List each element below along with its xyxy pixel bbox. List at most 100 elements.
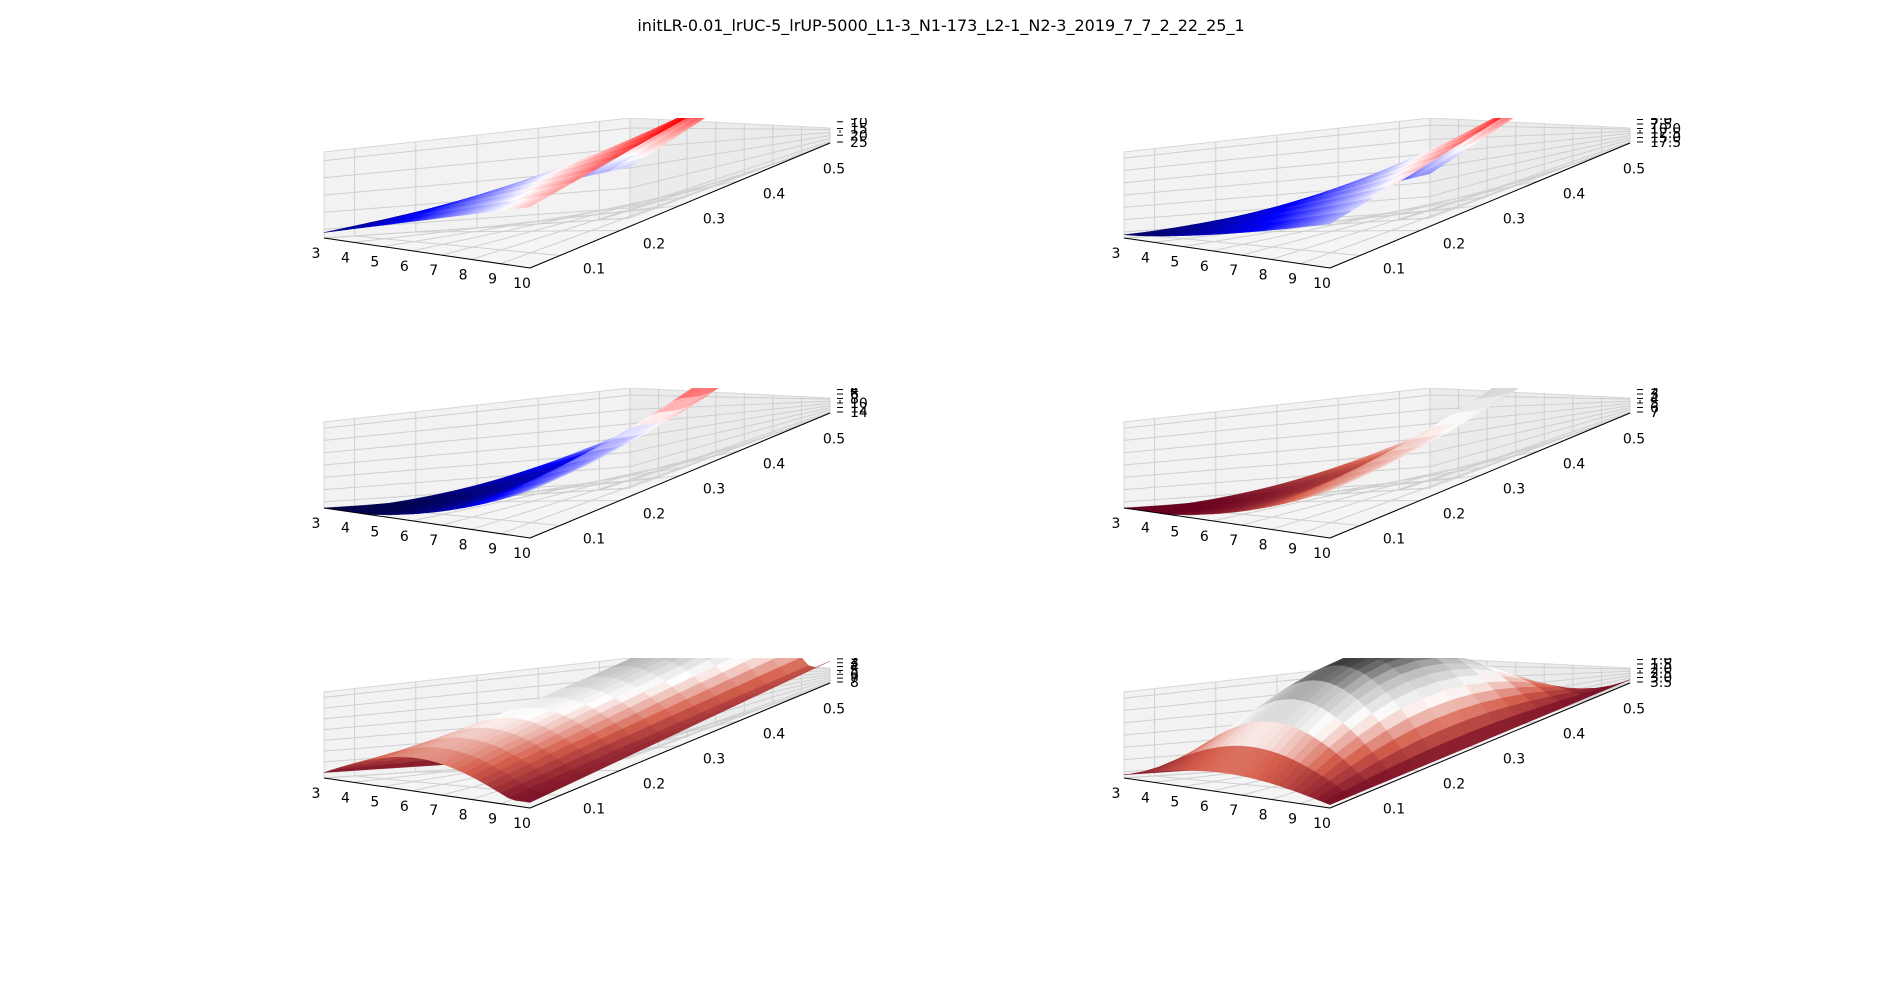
z-gridline — [323, 394, 831, 429]
z-tick-label: 6 — [850, 667, 859, 683]
x-tick-label: 3 — [312, 246, 321, 262]
y-tick-label: 0.1 — [583, 802, 605, 818]
z-gridline — [323, 127, 831, 162]
x-tick-label: 6 — [1200, 259, 1209, 275]
y-tick-label: 0.4 — [763, 727, 785, 743]
surface — [1123, 658, 1631, 805]
x-tick-label: 9 — [488, 272, 497, 288]
x-axis-line — [1123, 507, 1331, 539]
z-tick-label: 4 — [850, 660, 859, 676]
z-tick-label: 10 — [850, 396, 868, 412]
y-tick-label: 0.2 — [643, 237, 665, 253]
z-gridline — [1123, 124, 1631, 159]
y-tick-label: 0.5 — [1623, 432, 1645, 448]
y-gridline — [476, 205, 681, 229]
surface-chart-2: 3 4 5 6 7 8 9 10 0.1 0.2 0.3 0.4 0.5 2.55.07.510.012.… — [1112, 118, 1681, 292]
x-tick-label: 3 — [312, 786, 321, 802]
z-gridline — [1123, 137, 1631, 208]
z-gridline — [1123, 130, 1631, 171]
x-tick-label: 7 — [429, 533, 438, 549]
x-tick-label: 9 — [1288, 272, 1297, 288]
x-tick-label: 3 — [312, 516, 321, 532]
z-tick-label: 1 — [850, 658, 859, 664]
surface-patch — [521, 791, 553, 803]
x-tick-label: 9 — [488, 542, 497, 558]
z-tick-label: 15 — [850, 122, 868, 138]
y-gridline — [354, 235, 561, 256]
y-tick-label: 0.1 — [1383, 802, 1405, 818]
x-tick-label: 8 — [1259, 807, 1268, 823]
z-tick-label: 0.5 — [1650, 658, 1672, 664]
z-gridline — [323, 400, 831, 441]
z-gridline — [323, 411, 831, 503]
y-tick-label: 0.3 — [1503, 212, 1525, 228]
z-gridline — [1123, 139, 1631, 221]
z-tick-label: 8 — [850, 675, 859, 691]
z-tick-label: 17.5 — [1650, 135, 1681, 151]
z-tick-label: 1.5 — [1650, 658, 1672, 673]
x-tick-label: 7 — [429, 263, 438, 279]
z-gridline — [1123, 402, 1631, 454]
x-tick-label: 5 — [1170, 255, 1179, 271]
z-gridline — [323, 138, 831, 213]
z-tick-label: 2 — [1650, 388, 1659, 399]
x-tick-label: 4 — [1141, 250, 1150, 266]
y-tick-label: 0.1 — [1383, 532, 1405, 548]
x-tick-label: 5 — [1170, 525, 1179, 541]
x-tick-label: 8 — [459, 537, 468, 553]
figure-title: initLR-0.01_lrUC-5_lrUP-5000_L1-3_N1-173… — [637, 16, 1245, 35]
z-tick-label: 10.0 — [1650, 122, 1681, 138]
y-gridline — [599, 425, 801, 491]
x-tick-label: 3 — [1112, 786, 1121, 802]
y-tick-label: 0.2 — [643, 777, 665, 793]
z-tick-label: 3.0 — [1650, 671, 1672, 687]
y-axis-line — [1329, 682, 1631, 809]
x-tick-label: 6 — [1200, 529, 1209, 545]
z-tick-label: 5 — [850, 663, 859, 679]
z-tick-label: 2 — [850, 658, 859, 668]
x-axis-line — [1123, 237, 1331, 269]
y-tick-label: 0.4 — [763, 457, 785, 473]
x-tick-label: 5 — [370, 525, 379, 541]
x-tick-label: 9 — [1288, 812, 1297, 828]
x-tick-label: 4 — [341, 250, 350, 266]
surface — [1123, 388, 1519, 515]
z-tick-label: 3 — [850, 658, 859, 672]
x-tick-label: 10 — [1313, 816, 1331, 832]
x-tick-label: 7 — [1229, 263, 1238, 279]
surface — [323, 658, 831, 803]
y-tick-label: 0.5 — [823, 432, 845, 448]
y-tick-label: 0.3 — [703, 482, 725, 498]
x-tick-label: 10 — [513, 276, 531, 292]
z-gridline — [1123, 394, 1631, 429]
x-tick-label: 7 — [1229, 803, 1238, 819]
x-tick-label: 8 — [1259, 267, 1268, 283]
z-gridline — [1123, 407, 1631, 478]
y-gridline — [599, 155, 801, 221]
x-tick-label: 6 — [1200, 799, 1209, 815]
z-tick-label: 2.0 — [1650, 662, 1672, 678]
z-tick-label: 15.0 — [1650, 131, 1681, 147]
y-tick-label: 0.3 — [1503, 482, 1525, 498]
y-tick-label: 0.3 — [1503, 752, 1525, 768]
y-gridline — [1399, 155, 1601, 221]
z-tick-label: 14 — [850, 405, 868, 421]
y-tick-label: 0.5 — [823, 702, 845, 718]
z-tick-label: 6 — [1650, 401, 1659, 417]
y-axis-line — [529, 412, 831, 539]
z-tick-label: 5.0 — [1650, 118, 1672, 129]
x-tick-label: 3 — [1112, 516, 1121, 532]
x-axis-line — [1123, 777, 1331, 809]
y-tick-label: 0.1 — [1383, 262, 1405, 278]
y-gridline — [538, 450, 741, 495]
y-gridline — [1338, 180, 1541, 225]
z-gridline — [323, 407, 831, 478]
surface-patch — [1501, 118, 1508, 121]
z-tick-label: 3 — [1650, 388, 1659, 403]
